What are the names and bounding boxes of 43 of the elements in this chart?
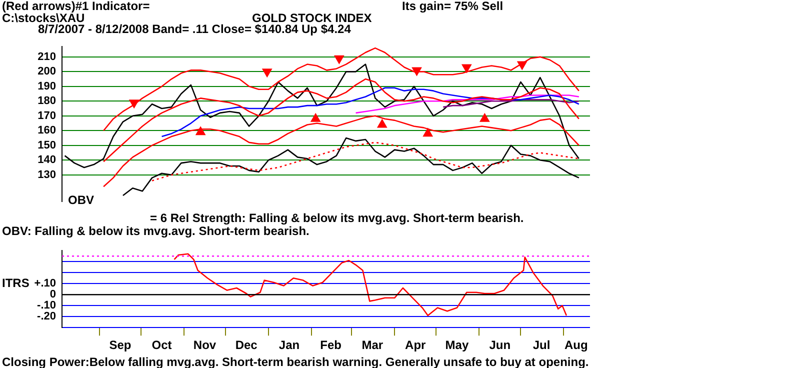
y-tick-label: 180 xyxy=(38,95,56,108)
chart-subtitle: 8/7/2007 - 8/12/2008 Band= .11 Close= $140.84 Up $4.24 xyxy=(38,22,351,36)
annotation: OBV xyxy=(68,193,94,207)
x-tick-label: Dec xyxy=(235,338,258,352)
x-tick-label: Apr xyxy=(405,338,426,352)
point xyxy=(480,113,490,122)
x-tick-label: May xyxy=(445,338,469,352)
y-tick-label: -.20 xyxy=(37,310,56,323)
text: (Red arrows)#1 Indicator= xyxy=(2,0,150,13)
text: C:\stocks\XAU xyxy=(2,11,85,25)
y-tick-label: 140 xyxy=(38,154,56,166)
y-tick-label: 210 xyxy=(38,50,56,63)
text: Its gain= 75% Sell xyxy=(402,0,504,13)
chart-title: GOLD STOCK INDEX xyxy=(252,11,372,25)
y-tick-label: 0 xyxy=(50,288,56,301)
y-tick-label: 150 xyxy=(38,139,56,152)
y-tick-label: 190 xyxy=(38,80,56,92)
y-tick-label: 170 xyxy=(38,110,56,122)
point xyxy=(310,113,320,122)
y-tick-label: 130 xyxy=(38,168,56,181)
x-tick-label: Jun xyxy=(489,338,511,352)
line-series xyxy=(151,142,580,182)
x-tick-label: Mar xyxy=(362,338,384,352)
x-tick-label: Jul xyxy=(532,338,550,352)
y-tick-label: 160 xyxy=(38,124,56,137)
x-tick-label: Sep xyxy=(109,338,132,352)
x-tick-label: Aug xyxy=(564,338,588,352)
y-tick-label: +.10 xyxy=(34,278,56,290)
point xyxy=(412,67,422,76)
text: OBV: Falling & below its mvg.avg. Short-term bearish. xyxy=(2,224,310,238)
x-tick-label: Nov xyxy=(193,338,216,352)
point xyxy=(334,55,344,64)
point xyxy=(423,128,433,137)
y-tick-label: -.10 xyxy=(37,300,56,312)
y-axis-title: ITRS xyxy=(2,276,30,290)
x-tick-label: Oct xyxy=(152,338,172,352)
x-tick-label: Jan xyxy=(278,338,300,352)
x-tick-label: Feb xyxy=(320,338,342,352)
text: = 6 Rel Strength: Falling & below its mvg.avg. Short-term bearish. xyxy=(150,211,524,225)
point xyxy=(262,68,272,78)
point xyxy=(377,119,387,128)
y-tick-label: 200 xyxy=(38,66,56,78)
point xyxy=(462,64,472,73)
